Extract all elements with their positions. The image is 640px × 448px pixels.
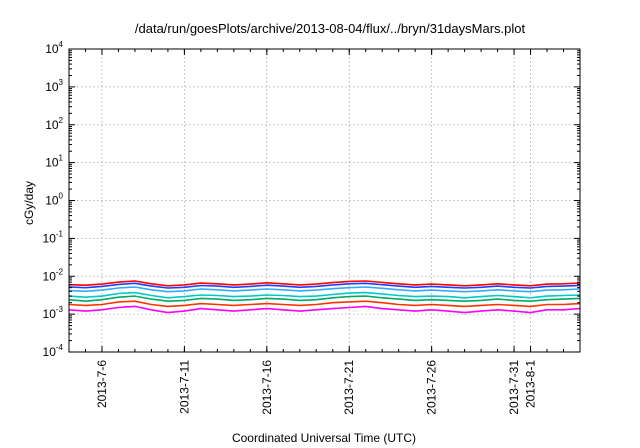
x-axis-label: Coordinated Universal Time (UTC): [232, 431, 416, 445]
series-line-2: [68, 295, 581, 302]
y-tick-label: 100: [45, 192, 63, 208]
x-tick-label: 2013-7-6: [95, 360, 109, 408]
x-tick-label: 2013-7-16: [260, 360, 274, 415]
y-tick-label: 103: [45, 78, 63, 94]
x-tick-label: 2013-7-11: [177, 360, 191, 414]
y-tick-label: 10-4: [43, 343, 64, 359]
grid: [69, 49, 580, 352]
y-tick-label: 104: [45, 40, 63, 56]
x-tick-label: 2013-7-31: [507, 360, 521, 415]
series-line-4: [68, 286, 581, 293]
series-line-0: [68, 305, 581, 314]
y-tick-label: 10-2: [43, 267, 64, 283]
y-tick-label: 10-3: [43, 305, 64, 321]
x-tick-label: 2013-7-26: [425, 360, 439, 415]
x-axis: 2013-7-6 2013-7-11 2013-7-16 2013-7-21 2013-…: [68, 49, 581, 415]
series-line-3: [68, 291, 581, 299]
chart-title: /data/run/goesPlots/archive/2013-08-04/f…: [135, 21, 526, 36]
y-axis-label: cGy/day: [22, 181, 36, 225]
series-layer: [68, 280, 581, 314]
y-axis: 10-4 10-3 10-2 10-1 100 101 102 103 104: [43, 40, 580, 359]
y-tick-label: 101: [45, 154, 63, 170]
x-tick-label: 2013-8-1: [524, 360, 538, 408]
y-tick-label: 102: [45, 116, 63, 132]
series-line-5: [68, 282, 581, 289]
y-tick-label: 10-1: [43, 229, 64, 245]
series-line-1: [68, 300, 581, 308]
series-line-6: [68, 280, 581, 287]
x-tick-label: 2013-7-21: [342, 360, 356, 415]
